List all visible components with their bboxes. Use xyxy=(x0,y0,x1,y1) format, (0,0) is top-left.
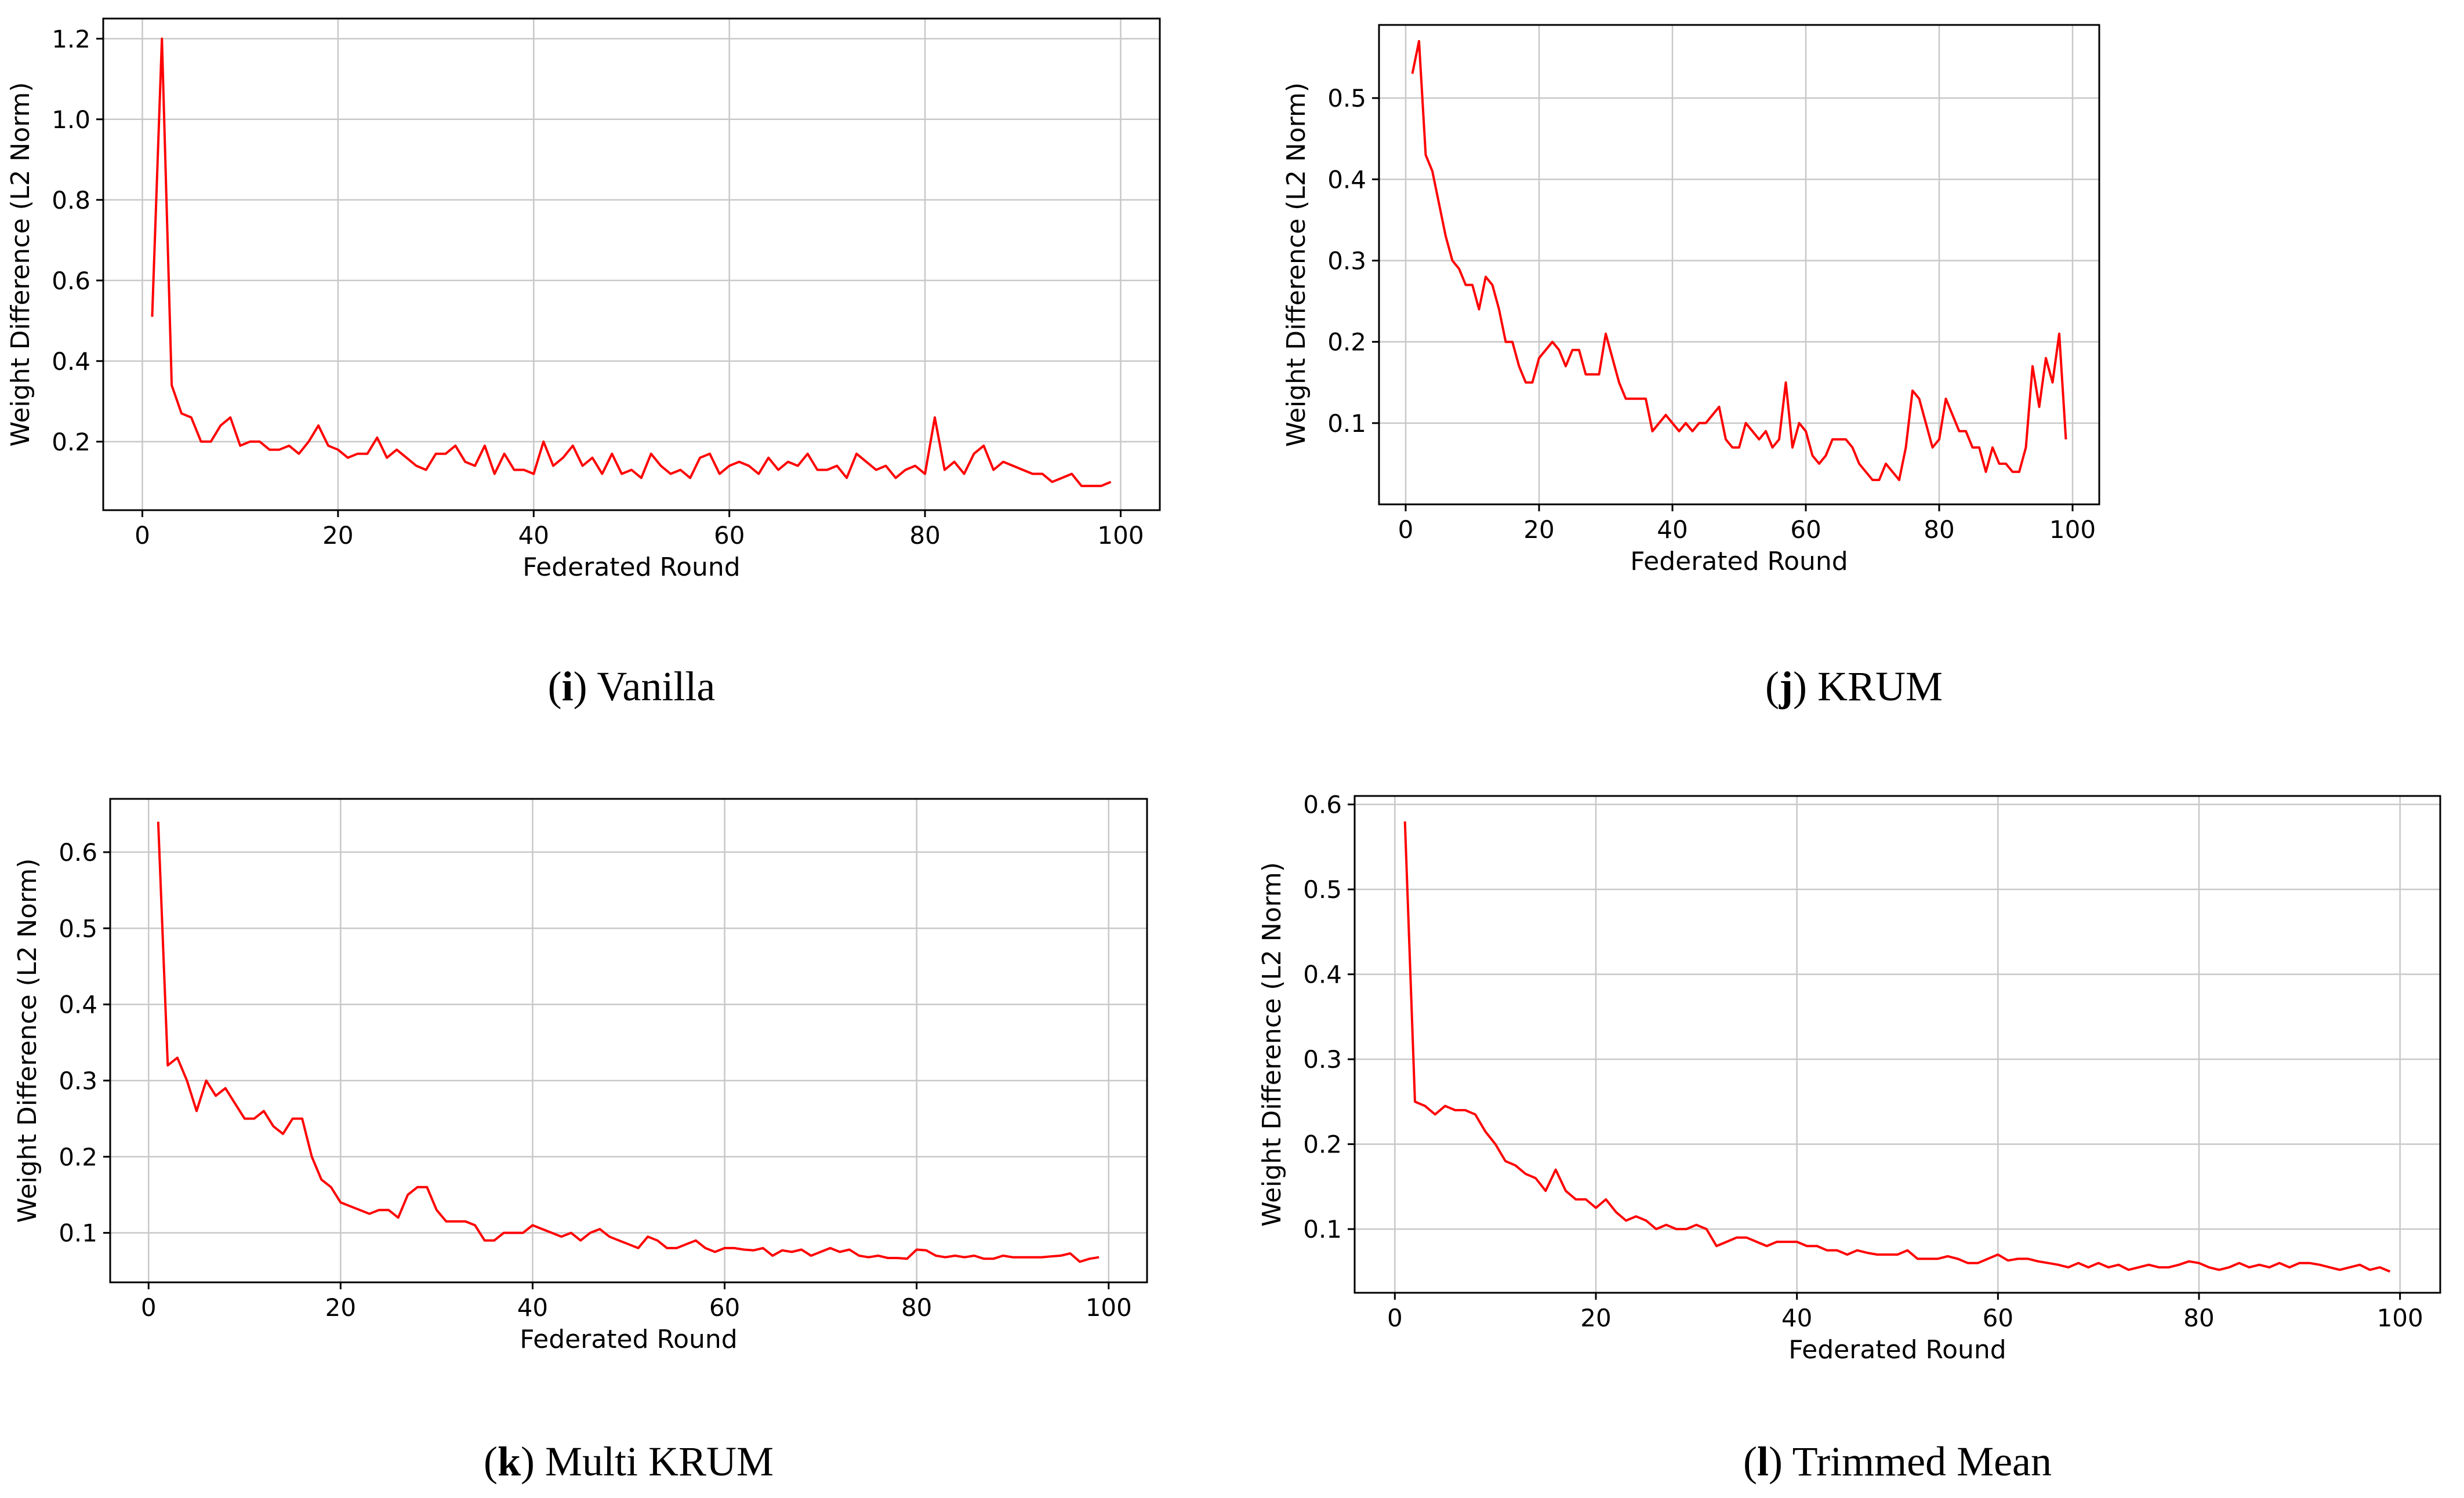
caption-title: Multi KRUM xyxy=(545,1438,774,1485)
y-tick-label: 0.2 xyxy=(1327,328,1366,357)
x-tick-label: 40 xyxy=(517,1293,548,1322)
panel-caption: (j) KRUM xyxy=(1765,663,1943,710)
data-line-i xyxy=(151,37,1112,488)
x-tick-label: 0 xyxy=(1387,1304,1403,1332)
plot-frame xyxy=(109,798,1148,1284)
x-tick-label: 100 xyxy=(2049,515,2096,544)
plot-frame xyxy=(102,17,1161,511)
panel-caption: (i) Vanilla xyxy=(548,663,716,710)
y-tick-label: 0.2 xyxy=(1303,1130,1342,1159)
y-tick-label: 0.2 xyxy=(52,428,90,456)
y-axis-title: Weight Difference (L2 Norm) xyxy=(1257,862,1287,1227)
x-tick-label: 100 xyxy=(2377,1304,2423,1332)
x-tick-label: 40 xyxy=(1781,1304,1812,1332)
y-tick-label: 0.1 xyxy=(59,1219,97,1248)
x-axis-title: Federated Round xyxy=(1788,1335,2006,1365)
y-tick-label: 1.2 xyxy=(52,25,90,53)
x-tick-label: 20 xyxy=(1523,515,1554,544)
y-tick-label: 0.6 xyxy=(52,267,90,295)
x-tick-label: 0 xyxy=(1398,515,1414,544)
y-tick-label: 0.2 xyxy=(59,1143,97,1171)
y-tick-label: 0.4 xyxy=(1327,165,1366,194)
x-axis-title: Federated Round xyxy=(1630,547,1848,576)
x-tick-label: 60 xyxy=(709,1293,740,1322)
x-tick-label: 20 xyxy=(1580,1304,1611,1332)
x-tick-label: 20 xyxy=(322,521,353,550)
y-axis-title: Weight Difference (L2 Norm) xyxy=(1282,82,1311,447)
y-tick-label: 0.5 xyxy=(59,914,97,943)
x-tick-label: 40 xyxy=(518,521,549,550)
y-tick-label: 0.4 xyxy=(59,991,97,1019)
panel-caption: (k) Multi KRUM xyxy=(484,1438,774,1485)
caption-letter: i xyxy=(562,663,574,710)
x-tick-label: 20 xyxy=(325,1293,356,1322)
plot-frame xyxy=(1378,24,2100,506)
y-tick-label: 0.3 xyxy=(1303,1045,1342,1074)
chart-panel-j: 0 20 40 60 80 100 0.1 0.2 0.3 0.4 0.5 Federated Rou… xyxy=(1282,24,2100,710)
y-tick-label: 0.4 xyxy=(52,347,90,376)
x-tick-label: 80 xyxy=(2183,1304,2214,1332)
y-tick-label: 0.6 xyxy=(1303,791,1342,819)
caption-title: KRUM xyxy=(1817,663,1943,710)
caption-letter: k xyxy=(498,1438,521,1485)
y-tick-label: 0.8 xyxy=(52,186,90,214)
y-tick-label: 0.5 xyxy=(1327,84,1366,112)
chart-panel-k: 0 20 40 60 80 100 0.1 0.2 0.3 0.4 0.5 0.6 Federated … xyxy=(13,798,1148,1485)
y-axis-title: Weight Difference (L2 Norm) xyxy=(13,859,42,1223)
x-tick-label: 80 xyxy=(1924,515,1954,544)
x-tick-label: 100 xyxy=(1097,521,1144,550)
data-line-j xyxy=(1411,40,2067,481)
caption-title: Vanilla xyxy=(597,663,715,710)
x-tick-label: 100 xyxy=(1086,1293,1132,1322)
y-tick-label: 0.1 xyxy=(1327,409,1366,438)
x-axis-title: Federated Round xyxy=(522,552,740,582)
x-tick-label: 60 xyxy=(1983,1304,2013,1332)
y-tick-label: 0.1 xyxy=(1303,1215,1342,1244)
x-tick-label: 40 xyxy=(1657,515,1688,544)
panel-caption: (l) Trimmed Mean xyxy=(1743,1438,2052,1485)
x-tick-label: 80 xyxy=(901,1293,932,1322)
data-line-k xyxy=(157,821,1099,1263)
caption-letter: j xyxy=(1779,663,1793,710)
chart-panel-l: 0 20 40 60 80 100 0.1 0.2 0.3 0.4 0.5 0.6 Federated … xyxy=(1257,791,2441,1485)
y-tick-label: 0.3 xyxy=(59,1067,97,1095)
y-axis-title: Weight Difference (L2 Norm) xyxy=(6,82,35,447)
caption-title: Trimmed Mean xyxy=(1792,1438,2052,1485)
x-tick-label: 80 xyxy=(909,521,940,550)
y-tick-label: 0.4 xyxy=(1303,961,1342,989)
y-tick-label: 0.5 xyxy=(1303,875,1342,904)
caption-letter: l xyxy=(1757,1438,1769,1485)
plot-frame xyxy=(1353,795,2441,1294)
y-tick-label: 1.0 xyxy=(52,106,90,134)
y-tick-label: 0.6 xyxy=(59,838,97,867)
x-axis-title: Federated Round xyxy=(520,1325,737,1354)
chart-panel-i: 0 20 40 60 80 100 0.2 0.4 0.6 0.8 1.0 1.2 Federated … xyxy=(6,17,1161,710)
data-line-l xyxy=(1403,821,2391,1273)
y-tick-label: 0.3 xyxy=(1327,246,1366,275)
x-tick-label: 60 xyxy=(1790,515,1821,544)
x-tick-label: 0 xyxy=(141,1293,157,1322)
x-tick-label: 0 xyxy=(135,521,150,550)
x-tick-label: 60 xyxy=(714,521,745,550)
